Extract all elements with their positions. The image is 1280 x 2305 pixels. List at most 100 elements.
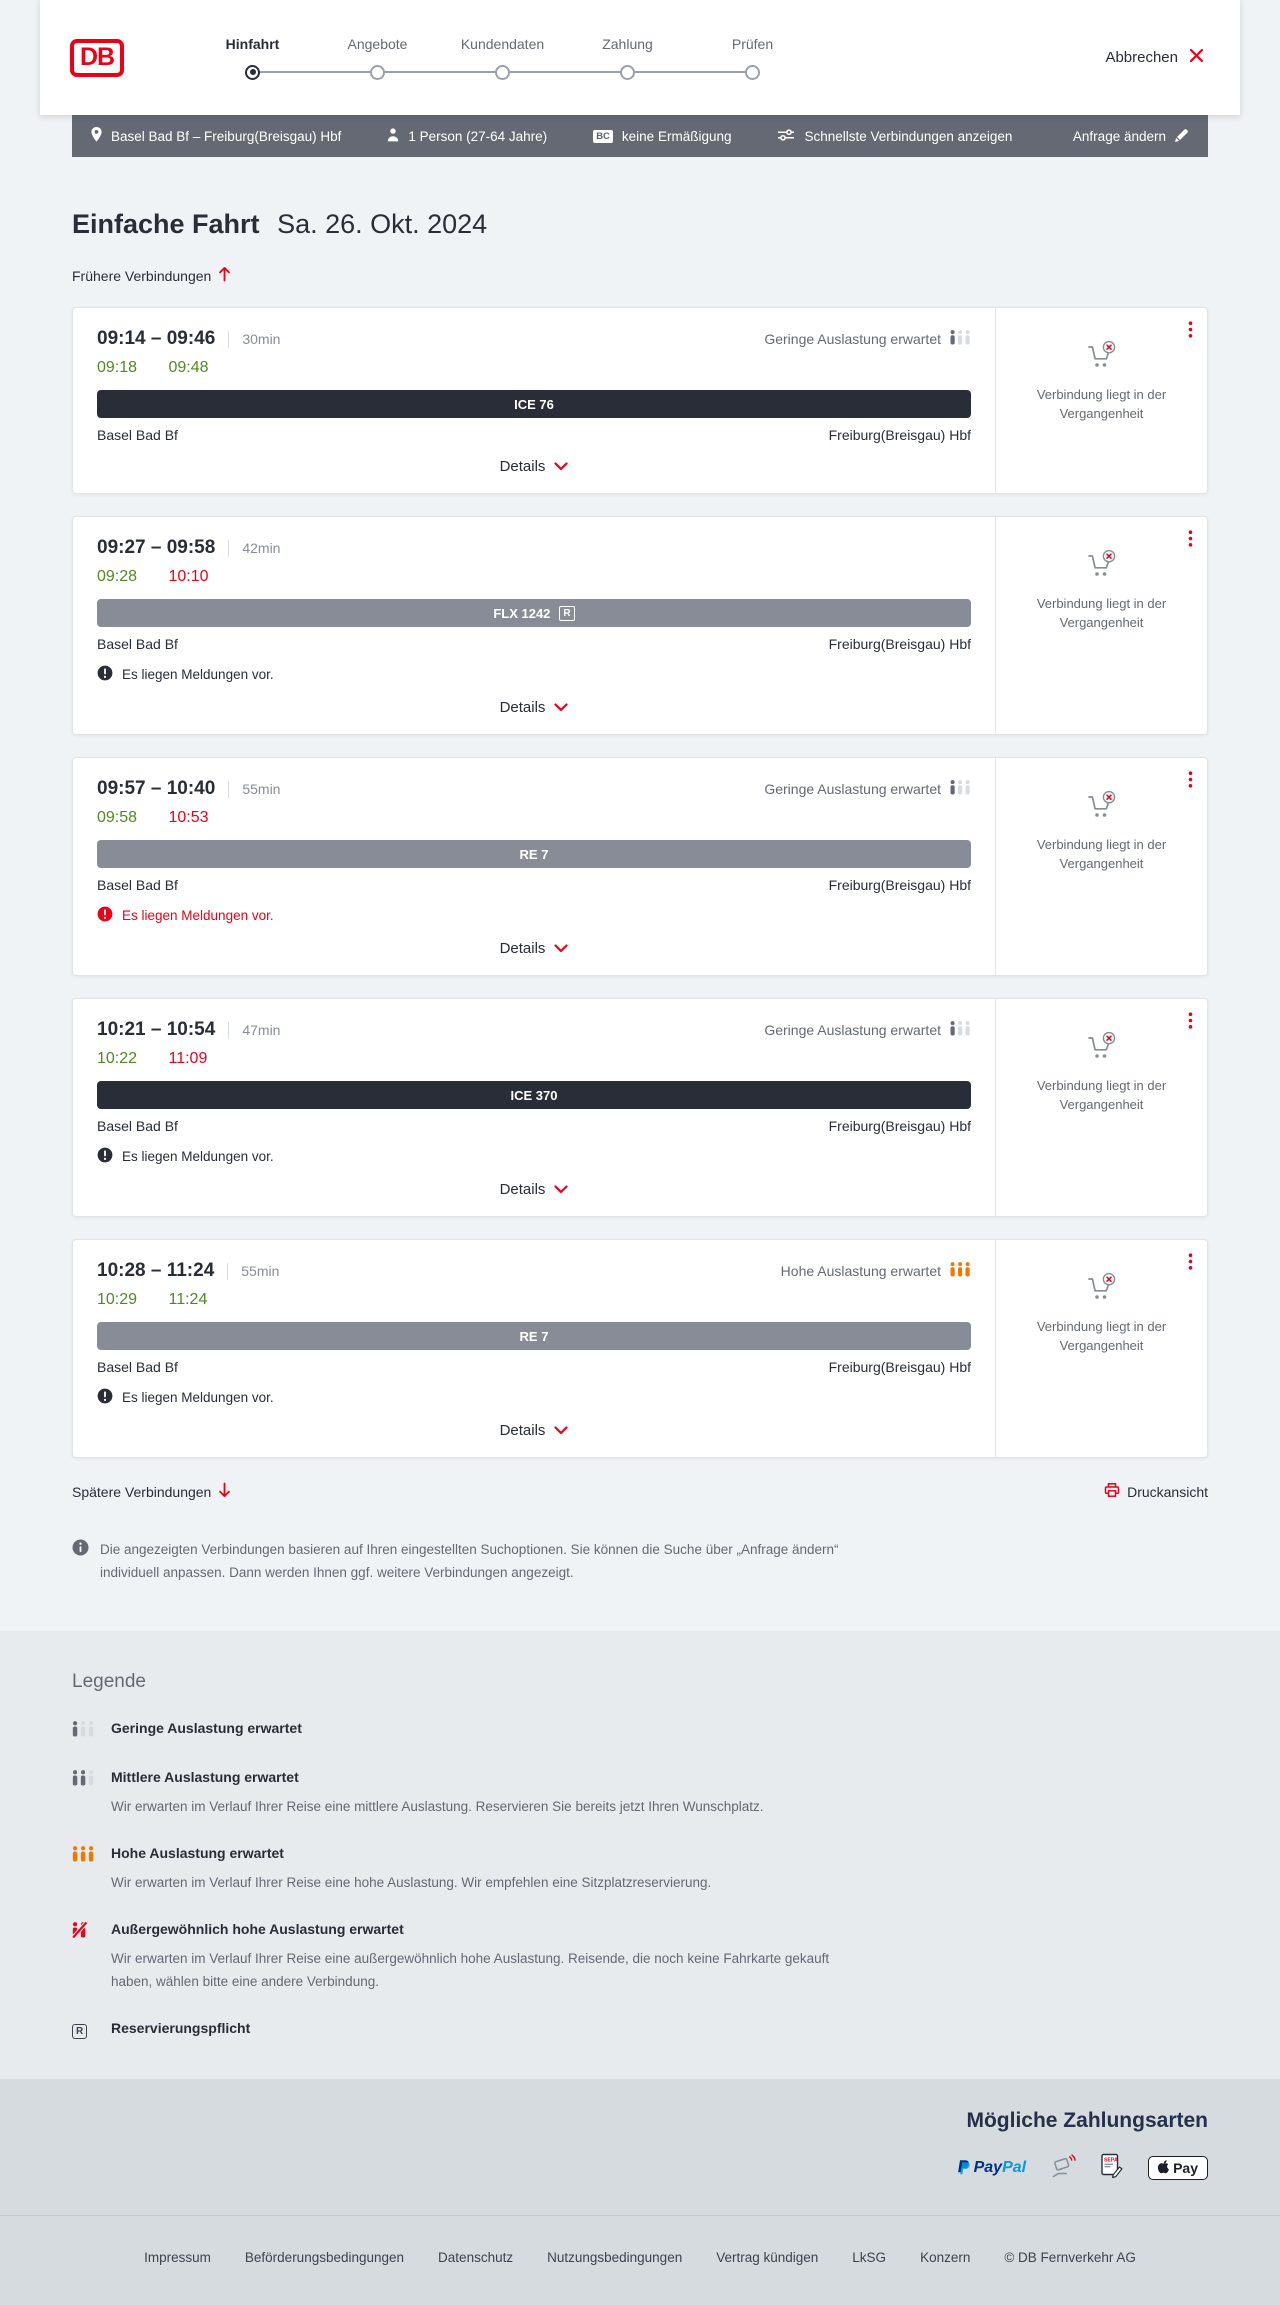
pencil-icon [1175, 128, 1189, 145]
details-button[interactable]: Details [490, 934, 579, 963]
footer-link-nutzungsbedingungen[interactable]: Nutzungsbedingungen [547, 2249, 683, 2265]
destination-station: Freiburg(Breisgau) Hbf [828, 1359, 971, 1375]
step-pruefen[interactable]: Prüfen [690, 36, 815, 80]
realtime-arrival: 11:24 [168, 1291, 208, 1308]
occupancy-medium-icon [72, 1769, 98, 1791]
cancel-button[interactable]: Abbrechen [1099, 47, 1210, 68]
footer-link-impressum[interactable]: Impressum [144, 2249, 211, 2265]
page-footer: Impressum Beförderungsbedingungen Datens… [0, 2214, 1280, 2305]
divider [227, 1262, 229, 1280]
step-zahlung[interactable]: Zahlung [565, 36, 690, 80]
fastest-connections-toggle[interactable]: Schnellste Verbindungen anzeigen [777, 129, 1012, 144]
location-pin-icon [91, 127, 102, 145]
legend-section: Legende Geringe Auslastung erwartet Mitt… [0, 1630, 1280, 2079]
connection-duration: 55min [242, 781, 281, 797]
cart-unavailable-icon [1086, 340, 1118, 374]
occupancy-indicator: Geringe Auslastung erwartet [764, 780, 971, 798]
legend-item-medium: Mittlere Auslastung erwartet Wir erwarte… [72, 1769, 1208, 1818]
footer-link-lksg[interactable]: LkSG [852, 2249, 887, 2265]
more-options-button[interactable] [1184, 1249, 1197, 1277]
train-line-bar[interactable]: ICE 370 [97, 1081, 971, 1109]
edit-request-button[interactable]: Anfrage ändern [1073, 128, 1189, 145]
train-label: ICE 370 [510, 1087, 558, 1103]
details-label: Details [499, 699, 546, 716]
occupancy-label: Geringe Auslastung erwartet [764, 781, 941, 797]
step-label: Zahlung [602, 35, 653, 52]
alert-icon [97, 1388, 113, 1407]
connection-card-main: 09:57 – 10:40 55min Geringe Auslastung e… [73, 758, 995, 975]
realtime-row: 10:29 11:24 [97, 1291, 971, 1309]
stations-row: Basel Bad Bf Freiburg(Breisgau) Hbf [97, 636, 971, 652]
destination-station: Freiburg(Breisgau) Hbf [828, 1118, 971, 1134]
destination-station: Freiburg(Breisgau) Hbf [828, 877, 971, 893]
message-text: Es liegen Meldungen vor. [122, 1149, 274, 1164]
train-line-bar[interactable]: RE 7 [97, 1322, 971, 1350]
train-label: FLX 1242 [493, 605, 551, 621]
legend-item-reservation: R Reservierungspflicht [72, 2020, 1208, 2039]
connection-card-main: 09:27 – 09:58 42min 09:28 10:10 FLX 1242… [73, 517, 995, 734]
details-button[interactable]: Details [490, 1416, 579, 1445]
later-connections-label: Spätere Verbindungen [72, 1483, 212, 1500]
print-view-button[interactable]: Druckansicht [1104, 1482, 1208, 1501]
summary-passengers: 1 Person (27-64 Jahre) [387, 127, 547, 145]
connection-card: 10:28 – 11:24 55min Hohe Auslastung erwa… [72, 1239, 1208, 1458]
footer-link-konzern[interactable]: Konzern [920, 2249, 971, 2265]
past-connection-notice: Verbindung liegt in der Vergangenheit [1036, 1319, 1167, 1353]
connection-times: 10:21 – 10:54 [97, 1019, 216, 1040]
connection-card: 09:27 – 09:58 42min 09:28 10:10 FLX 1242… [72, 516, 1208, 735]
realtime-row: 09:58 10:53 [97, 809, 971, 827]
cart-unavailable-icon [1086, 1031, 1118, 1065]
more-options-button[interactable] [1184, 317, 1197, 345]
booking-stepper: Hinfahrt Angebote Kundendaten Zahlung Pr… [190, 36, 815, 80]
earlier-connections-link[interactable]: Frühere Verbindungen [72, 266, 231, 285]
connection-duration: 47min [242, 1022, 281, 1038]
train-line-bar[interactable]: FLX 1242 R [97, 599, 971, 627]
db-logo[interactable]: DB [70, 38, 124, 77]
step-angebote[interactable]: Angebote [315, 36, 440, 80]
connection-duration: 42min [242, 540, 281, 556]
occupancy-high-icon [72, 1845, 98, 1867]
sepa-mandate-icon: SEPA [1101, 2153, 1124, 2183]
footer-link-datenschutz[interactable]: Datenschutz [438, 2249, 514, 2265]
more-options-button[interactable] [1184, 767, 1197, 795]
divider [228, 539, 230, 557]
legend-label: Mittlere Auslastung erwartet [111, 1768, 299, 1785]
footer-copyright: © DB Fernverkehr AG [1004, 2249, 1136, 2265]
train-line-bar[interactable]: ICE 76 [97, 390, 971, 418]
stations-row: Basel Bad Bf Freiburg(Breisgau) Hbf [97, 427, 971, 443]
details-button[interactable]: Details [490, 452, 579, 481]
chevron-down-icon [554, 940, 569, 957]
realtime-row: 09:28 10:10 [97, 568, 971, 586]
step-hinfahrt[interactable]: Hinfahrt [190, 36, 315, 80]
person-icon [387, 127, 399, 145]
info-icon [72, 1539, 89, 1585]
step-dot-icon [745, 64, 760, 80]
page-title: Einfache Fahrt Sa. 26. Okt. 2024 [72, 209, 1208, 240]
apple-pay-badge: Pay [1148, 2155, 1208, 2180]
occupancy-label: Geringe Auslastung erwartet [764, 1022, 941, 1038]
occupancy-indicator: Hohe Auslastung erwartet [781, 1262, 971, 1280]
footer-link-vertrag-kuendigen[interactable]: Vertrag kündigen [716, 2249, 819, 2265]
connection-times: 09:14 – 09:46 [97, 328, 216, 349]
more-options-button[interactable] [1184, 526, 1197, 554]
more-options-button[interactable] [1184, 1008, 1197, 1036]
details-button[interactable]: Details [490, 693, 579, 722]
legend-item-low: Geringe Auslastung erwartet [72, 1720, 1208, 1742]
details-button[interactable]: Details [490, 1175, 579, 1204]
train-label: RE 7 [519, 846, 549, 862]
occupancy-indicator: Geringe Auslastung erwartet [764, 1021, 971, 1039]
legend-description: Wir erwarten im Verlauf Ihrer Reise eine… [111, 1798, 764, 1814]
chevron-down-icon [554, 1422, 569, 1439]
train-line-bar[interactable]: RE 7 [97, 840, 971, 868]
destination-station: Freiburg(Breisgau) Hbf [828, 636, 971, 652]
past-connection-notice: Verbindung liegt in der Vergangenheit [1036, 387, 1167, 421]
origin-station: Basel Bad Bf [97, 427, 178, 443]
step-kundendaten[interactable]: Kundendaten [440, 36, 565, 80]
connection-message: Es liegen Meldungen vor. [97, 665, 971, 684]
printer-icon [1104, 1482, 1120, 1501]
connection-card-side: Verbindung liegt in der Vergangenheit [995, 999, 1207, 1216]
realtime-departure: 10:29 [97, 1291, 138, 1308]
realtime-row: 09:18 09:48 [97, 359, 971, 377]
later-connections-link[interactable]: Spätere Verbindungen [72, 1482, 231, 1501]
footer-link-befoerderungsbedingungen[interactable]: Beförderungsbedingungen [244, 2249, 405, 2265]
